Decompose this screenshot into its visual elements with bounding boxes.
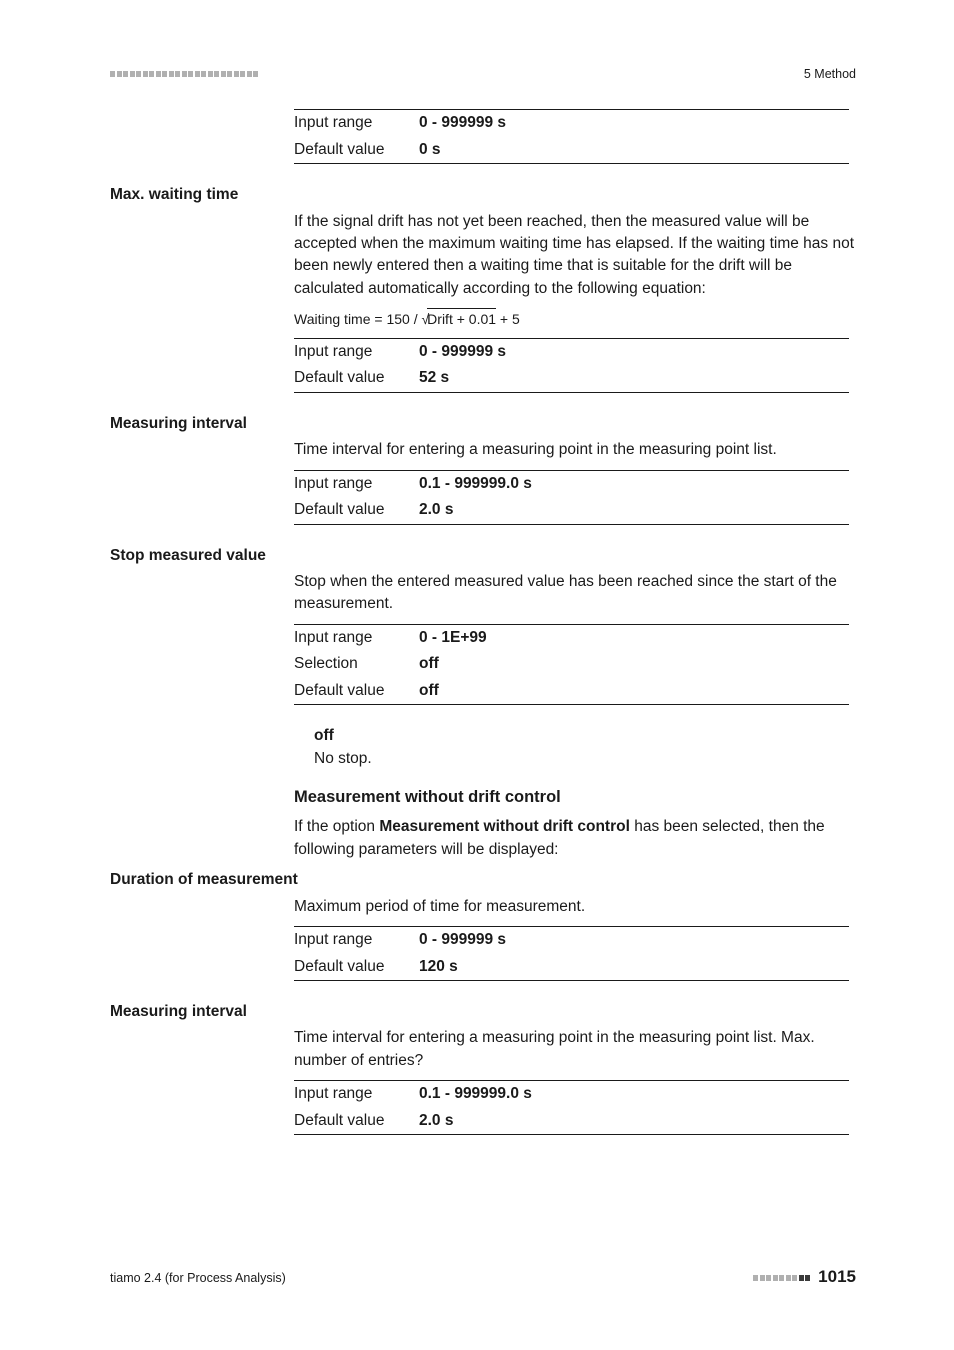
table-row: Default value 120 s — [294, 954, 849, 981]
section-body: Time interval for entering a measuring p… — [294, 439, 854, 461]
param-table: Input range 0 - 999999 s Default value 0… — [294, 109, 849, 164]
param-value: off — [419, 680, 849, 702]
param-value: 0 s — [419, 139, 849, 161]
param-label: Selection — [294, 653, 419, 675]
param-value: 0 - 1E+99 — [419, 627, 849, 649]
param-value: 0.1 - 999999.0 s — [419, 1083, 849, 1105]
table-row: Default value 0 s — [294, 137, 849, 164]
param-table: Input range 0 - 1E+99 Selection off Defa… — [294, 624, 849, 705]
param-label: Input range — [294, 341, 419, 363]
header-ornament — [110, 71, 258, 77]
formula-suffix: + 5 — [496, 311, 520, 327]
param-label: Input range — [294, 627, 419, 649]
table-row: Input range 0 - 999999 s — [294, 926, 849, 953]
footer-ornament — [753, 1275, 810, 1281]
content: Input range 0 - 999999 s Default value 0… — [110, 109, 856, 1135]
table-row: Default value 2.0 s — [294, 1108, 849, 1135]
param-label: Default value — [294, 680, 419, 702]
section-title: Measuring interval — [110, 413, 856, 435]
param-label: Input range — [294, 473, 419, 495]
param-label: Default value — [294, 139, 419, 161]
bold-text: Measurement without drift control — [379, 818, 630, 835]
section-title: Measuring interval — [110, 1001, 856, 1023]
table-row: Default value 2.0 s — [294, 497, 849, 524]
page-number: 1015 — [818, 1265, 856, 1290]
param-label: Input range — [294, 1083, 419, 1105]
param-table: Input range 0 - 999999 s Default value 5… — [294, 338, 849, 393]
page-footer: tiamo 2.4 (for Process Analysis) 1015 — [110, 1265, 856, 1290]
param-value: 2.0 s — [419, 499, 849, 521]
param-label: Input range — [294, 929, 419, 951]
footer-right: 1015 — [753, 1265, 856, 1290]
section-body: Maximum period of time for measurement. — [294, 896, 854, 918]
param-label: Default value — [294, 367, 419, 389]
section-body: Time interval for entering a measuring p… — [294, 1027, 854, 1072]
param-value: 0 - 999999 s — [419, 929, 849, 951]
table-row: Selection off — [294, 651, 849, 677]
section-body: Stop when the entered measured value has… — [294, 571, 854, 616]
section-title: Max. waiting time — [110, 184, 856, 206]
table-row: Input range 0 - 999999 s — [294, 109, 849, 136]
formula-sqrt: Drift + 0.01 — [427, 308, 496, 329]
param-label: Default value — [294, 1110, 419, 1132]
chapter-label: 5 Method — [804, 65, 856, 83]
page: 5 Method Input range 0 - 999999 s Defaul… — [0, 0, 954, 1195]
section-title: Duration of measurement — [110, 869, 856, 891]
param-value: 0 - 999999 s — [419, 112, 849, 134]
table-row: Input range 0.1 - 999999.0 s — [294, 1080, 849, 1107]
section-body: If the signal drift has not yet been rea… — [294, 211, 854, 301]
text: If the option — [294, 818, 379, 835]
table-row: Default value off — [294, 678, 849, 705]
table-row: Default value 52 s — [294, 365, 849, 392]
sub-title: off — [314, 725, 856, 747]
table-row: Input range 0 - 1E+99 — [294, 624, 849, 651]
formula-text: Waiting time = 150 / √ — [294, 311, 429, 327]
sub-body: No stop. — [314, 748, 856, 770]
param-table: Input range 0 - 999999 s Default value 1… — [294, 926, 849, 981]
param-table: Input range 0.1 - 999999.0 s Default val… — [294, 1080, 849, 1135]
param-label: Input range — [294, 112, 419, 134]
formula: Waiting time = 150 / √Drift + 0.01 + 5 — [294, 308, 856, 329]
param-value: 2.0 s — [419, 1110, 849, 1132]
sub-section: off No stop. — [314, 725, 856, 770]
table-row: Input range 0.1 - 999999.0 s — [294, 470, 849, 497]
section-title: Stop measured value — [110, 545, 856, 567]
section-body: If the option Measurement without drift … — [294, 816, 854, 861]
param-table: Input range 0.1 - 999999.0 s Default val… — [294, 470, 849, 525]
param-value: 0.1 - 999999.0 s — [419, 473, 849, 495]
param-label: Default value — [294, 499, 419, 521]
param-value: 52 s — [419, 367, 849, 389]
param-label: Default value — [294, 956, 419, 978]
param-value: 120 s — [419, 956, 849, 978]
param-value: 0 - 999999 s — [419, 341, 849, 363]
subsection-heading: Measurement without drift control — [294, 786, 856, 810]
page-header: 5 Method — [110, 65, 856, 83]
table-row: Input range 0 - 999999 s — [294, 338, 849, 365]
footer-left: tiamo 2.4 (for Process Analysis) — [110, 1269, 286, 1287]
param-value: off — [419, 653, 849, 675]
